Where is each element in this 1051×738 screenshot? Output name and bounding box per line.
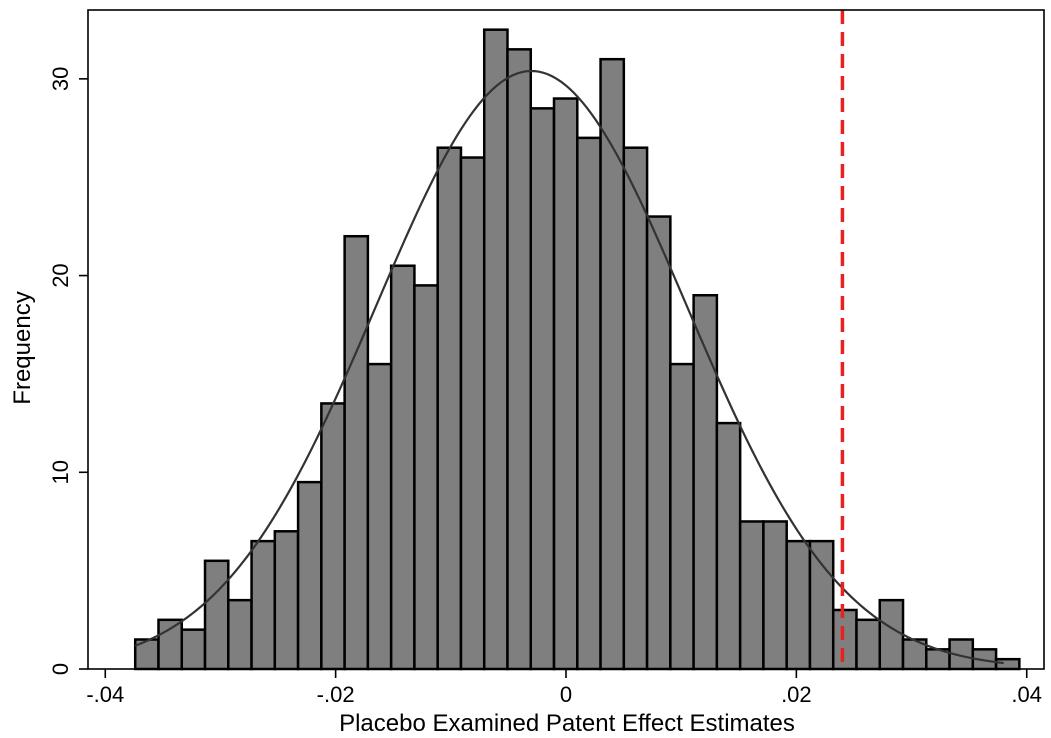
histogram-bar: [389, 264, 416, 671]
y-axis: 0 10 20 30: [48, 67, 88, 675]
histogram-bar: [669, 362, 695, 671]
histogram-bar: [831, 608, 858, 671]
histogram-bar: [808, 539, 835, 671]
x-tick-label: -.02: [317, 682, 355, 707]
x-tick-label: .02: [781, 682, 812, 707]
histogram-bar: [436, 146, 463, 671]
normal-density-curve: [134, 69, 1004, 665]
histogram-bar: [459, 156, 486, 671]
histogram-bar: [785, 539, 812, 671]
bars-group: [133, 28, 1021, 671]
histogram-bar: [622, 146, 649, 671]
x-tick-label: -.04: [86, 682, 124, 707]
histogram-bar: [413, 284, 439, 671]
histogram-bar: [366, 362, 393, 671]
histogram-bar: [273, 530, 300, 671]
histogram-bar: [227, 598, 253, 671]
histogram-bar: [157, 618, 184, 671]
y-tick-label: 10: [48, 460, 73, 484]
histogram-bar: [855, 618, 882, 671]
histogram-bar: [320, 402, 346, 671]
y-tick-label: 0: [48, 663, 73, 675]
histogram-bar: [180, 628, 207, 671]
histogram-bar: [482, 28, 509, 671]
y-axis-title: Frequency: [9, 291, 36, 404]
histogram-bar: [529, 107, 556, 671]
x-axis-title: Placebo Examined Patent Effect Estimates: [339, 710, 795, 737]
x-axis: -.04 -.02 0 .02 .04: [86, 669, 1042, 707]
histogram-bar: [296, 480, 323, 671]
histogram-bar: [878, 598, 905, 671]
x-tick-label: 0: [560, 682, 572, 707]
histogram-bar: [552, 97, 579, 671]
histogram-bar: [645, 215, 672, 671]
histogram-bar: [762, 520, 788, 671]
histogram-bar: [250, 539, 277, 671]
histogram-bar: [738, 520, 765, 671]
histogram-bar: [599, 57, 626, 671]
histogram-bar: [203, 559, 230, 671]
histogram-bar: [994, 657, 1021, 671]
x-tick-label: .04: [1011, 682, 1042, 707]
histogram-bar: [576, 136, 602, 671]
histogram-bar: [715, 421, 742, 671]
y-tick-label: 20: [48, 263, 73, 287]
histogram-bar: [343, 234, 370, 671]
y-tick-label: 30: [48, 67, 73, 91]
histogram-bar: [506, 48, 533, 671]
